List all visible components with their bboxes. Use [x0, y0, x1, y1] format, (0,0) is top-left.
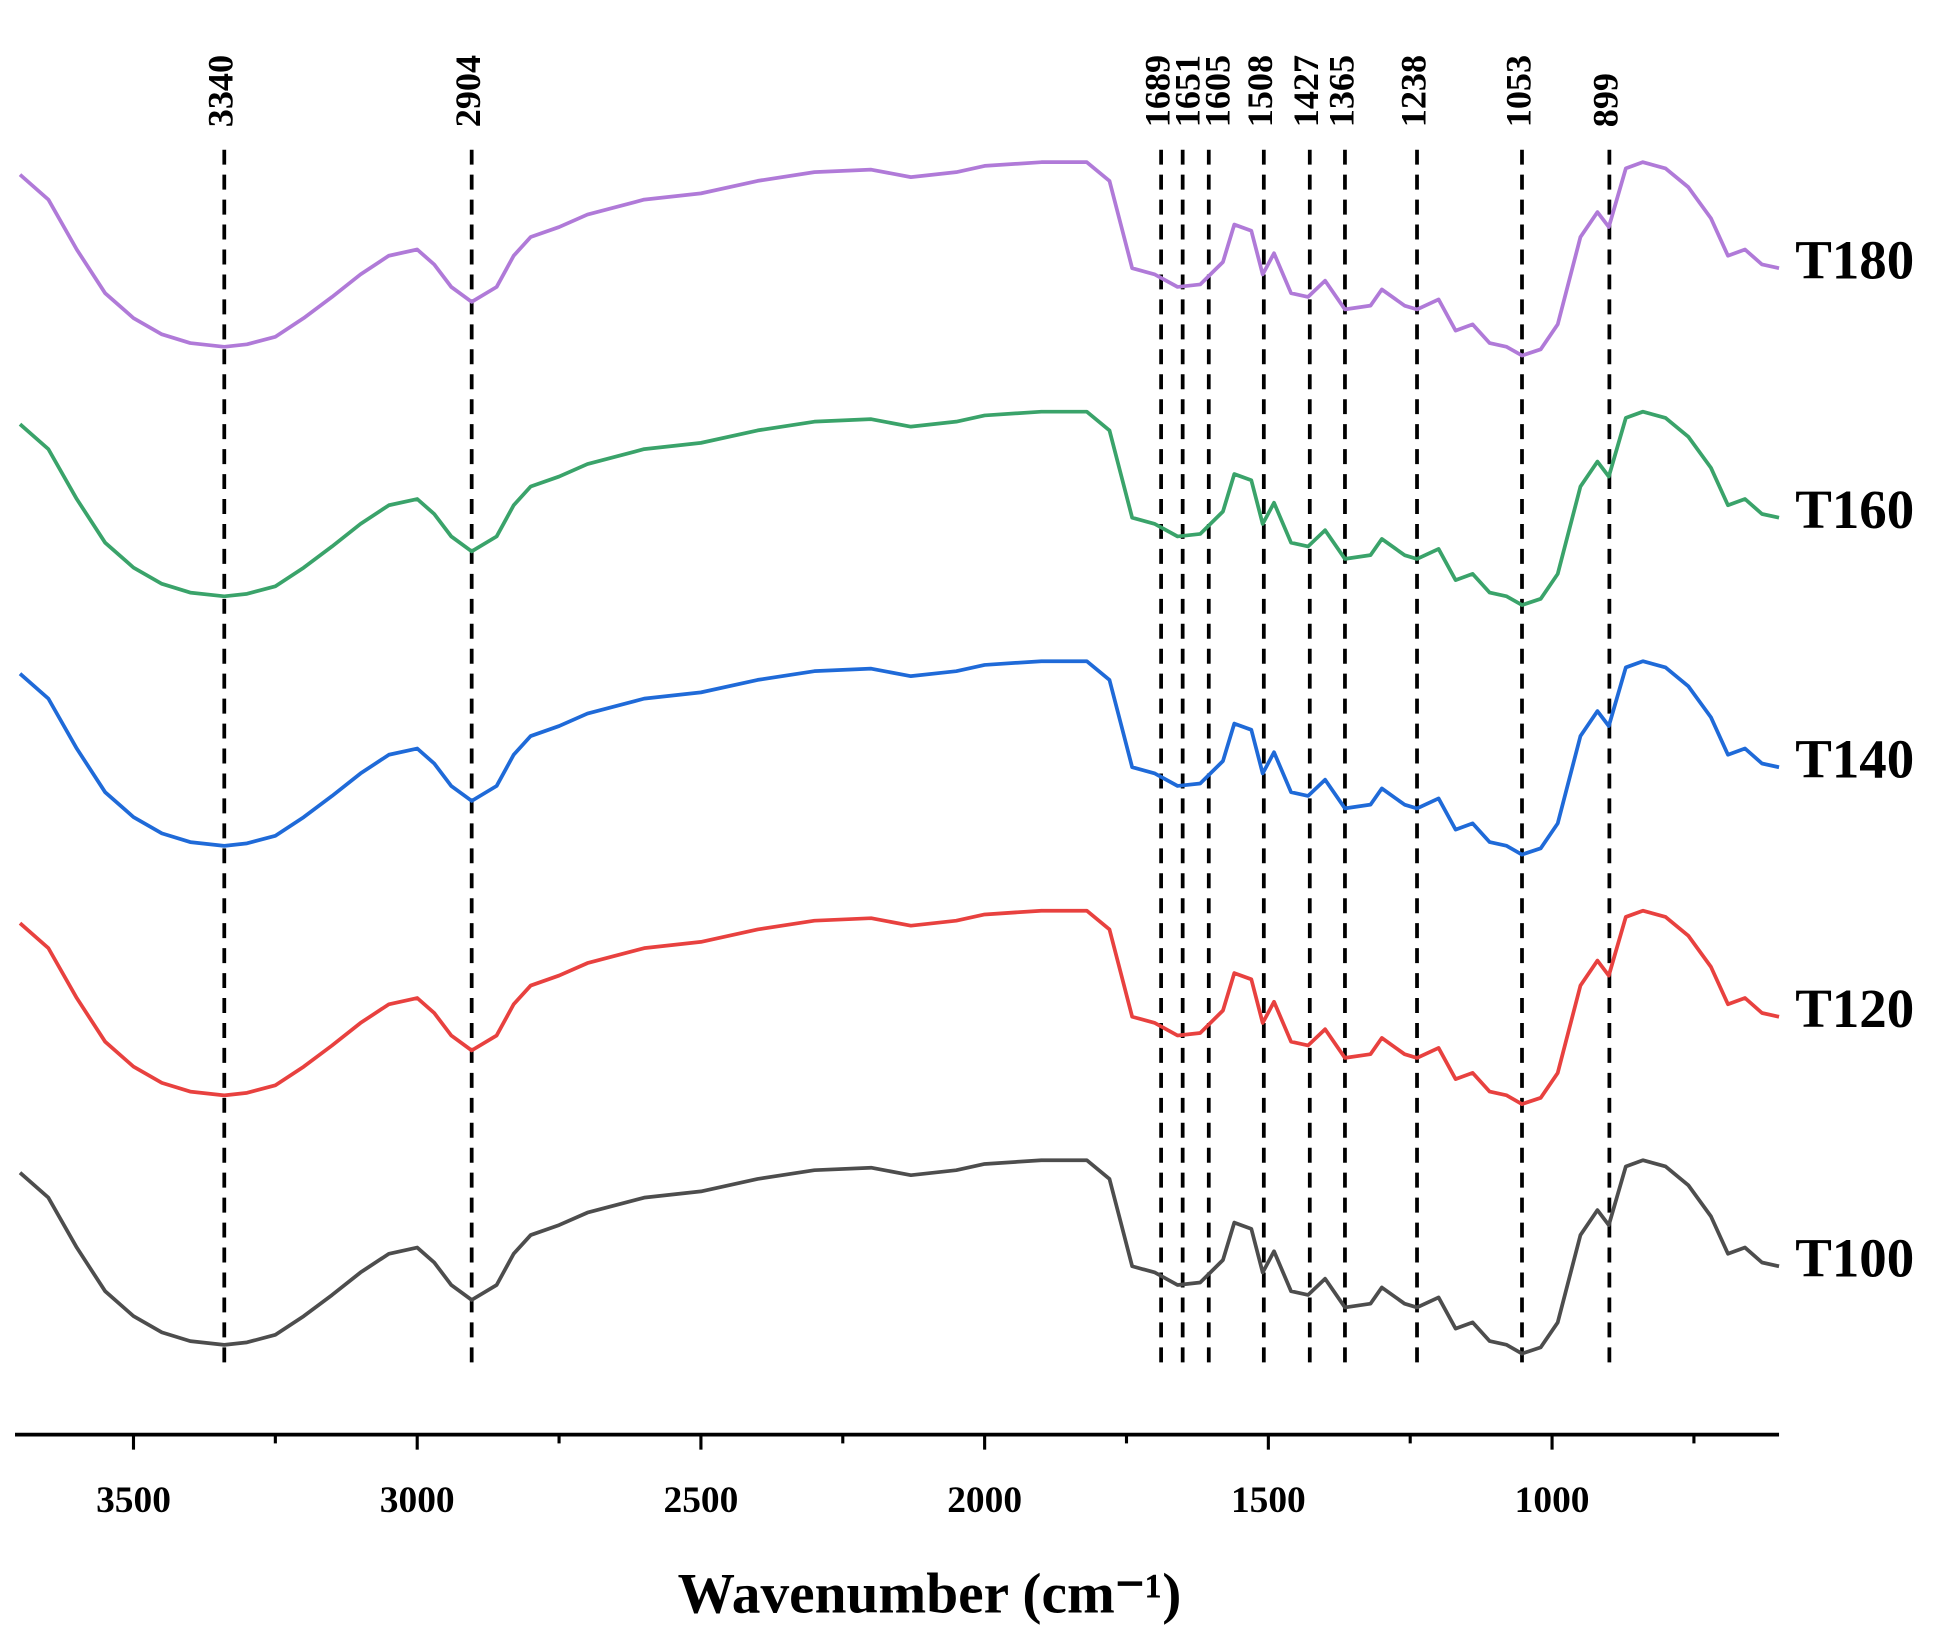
peak-label: 2904 — [448, 55, 488, 127]
spectrum-line — [18, 908, 1780, 1106]
x-tick-label: 2500 — [664, 1480, 739, 1521]
x-tick-label: 1000 — [1515, 1480, 1590, 1521]
peak-label: 1053 — [1498, 55, 1538, 127]
spectrum-line — [18, 659, 1780, 857]
spectrum-line — [18, 1158, 1780, 1356]
x-tick-label: 1500 — [1231, 1480, 1306, 1521]
series-label: T100 — [1795, 1227, 1914, 1288]
peak-label: 1605 — [1197, 55, 1237, 127]
spectrum-line — [18, 409, 1780, 607]
series-label: T140 — [1795, 728, 1914, 789]
x-tick-label: 3500 — [96, 1480, 171, 1521]
peak-label: 1365 — [1321, 55, 1361, 127]
peak-label: 1651 — [1167, 55, 1207, 127]
x-tick-label: 3000 — [380, 1480, 455, 1521]
peak-label: 1427 — [1286, 55, 1326, 127]
peak-label: 1238 — [1393, 55, 1433, 127]
peak-label: 3340 — [201, 55, 241, 127]
peak-label: 1508 — [1240, 55, 1280, 127]
series-label: T180 — [1795, 229, 1914, 290]
series-label: T160 — [1795, 479, 1914, 540]
peak-label: 899 — [1586, 73, 1626, 127]
x-tick-label: 2000 — [947, 1480, 1022, 1521]
series-label: T120 — [1795, 978, 1914, 1039]
peak-label: 1689 — [1137, 55, 1177, 127]
x-axis-label: Wavenumber (cm⁻¹) — [678, 1563, 1182, 1626]
spectrum-line — [18, 160, 1780, 358]
